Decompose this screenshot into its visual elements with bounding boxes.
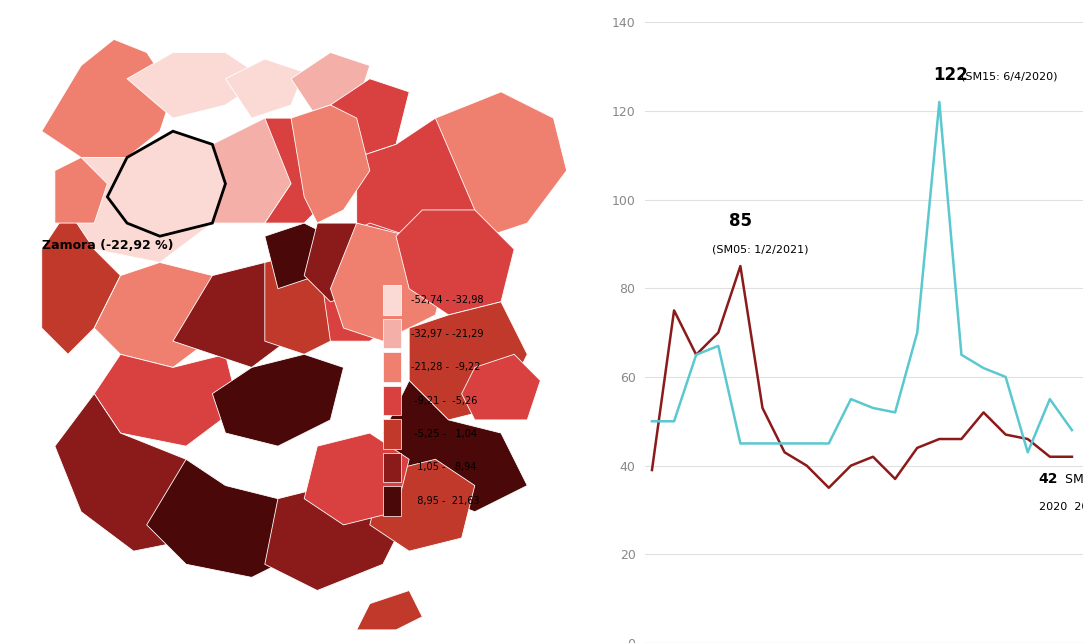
Text: -32,97 - -21,29: -32,97 - -21,29 [412, 329, 484, 339]
Polygon shape [396, 210, 514, 315]
Polygon shape [330, 78, 409, 158]
Bar [383, 352, 402, 382]
Polygon shape [173, 262, 304, 367]
Text: -52,74 - -32,98: -52,74 - -32,98 [412, 295, 484, 305]
Polygon shape [107, 131, 225, 236]
Polygon shape [68, 131, 212, 262]
Text: -5,25 -   1,04: -5,25 - 1,04 [412, 429, 478, 439]
Polygon shape [265, 249, 356, 354]
Text: (SM05: 1/2/2021): (SM05: 1/2/2021) [712, 245, 808, 255]
Polygon shape [42, 39, 173, 158]
Polygon shape [330, 223, 448, 341]
Polygon shape [383, 381, 527, 512]
Bar [383, 419, 402, 449]
Polygon shape [317, 223, 422, 341]
Polygon shape [55, 158, 107, 223]
Polygon shape [42, 210, 120, 354]
Polygon shape [409, 302, 527, 420]
Text: Zamora (-22,92 %): Zamora (-22,92 %) [42, 239, 173, 252]
Polygon shape [212, 118, 291, 223]
Text: SM20: SM20 [1061, 473, 1083, 486]
Polygon shape [304, 223, 383, 302]
Text: 2020  2021: 2020 2021 [1039, 502, 1083, 512]
Text: -21,28 -  -9,22: -21,28 - -9,22 [412, 362, 481, 372]
Text: (SM15: 6/4/2020): (SM15: 6/4/2020) [962, 72, 1058, 82]
Polygon shape [461, 354, 540, 420]
Polygon shape [356, 590, 422, 630]
Bar [383, 285, 402, 315]
Bar [383, 453, 402, 482]
Polygon shape [369, 459, 474, 551]
Polygon shape [291, 105, 369, 223]
Text: 8,95 -  21,63: 8,95 - 21,63 [412, 496, 480, 506]
Polygon shape [291, 105, 356, 158]
Polygon shape [225, 59, 304, 118]
Polygon shape [212, 354, 343, 446]
Text: 1,05 -   8,94: 1,05 - 8,94 [412, 462, 477, 473]
Text: 85: 85 [729, 212, 753, 230]
Polygon shape [265, 473, 409, 590]
Bar [383, 386, 402, 415]
Polygon shape [304, 433, 409, 525]
Polygon shape [127, 53, 265, 118]
Polygon shape [94, 354, 238, 446]
Polygon shape [55, 394, 225, 551]
Bar [383, 319, 402, 349]
Bar [383, 486, 402, 516]
Polygon shape [146, 459, 304, 577]
Polygon shape [265, 118, 343, 223]
Text: -9,21 -  -5,26: -9,21 - -5,26 [412, 395, 478, 406]
Polygon shape [265, 223, 330, 289]
Polygon shape [435, 92, 566, 236]
Text: 122: 122 [932, 66, 967, 84]
Text: 42: 42 [1039, 473, 1058, 486]
Polygon shape [291, 53, 369, 118]
Polygon shape [356, 118, 488, 236]
Polygon shape [94, 262, 225, 367]
